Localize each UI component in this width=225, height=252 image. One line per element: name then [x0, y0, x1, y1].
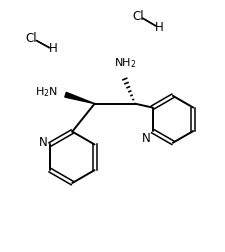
- Text: Cl: Cl: [25, 32, 37, 45]
- Text: N: N: [142, 132, 150, 145]
- Text: Cl: Cl: [133, 10, 144, 23]
- Text: NH$_2$: NH$_2$: [114, 56, 136, 70]
- Text: H: H: [155, 21, 164, 34]
- Text: H$_2$N: H$_2$N: [35, 86, 58, 99]
- Text: H: H: [49, 42, 58, 55]
- Text: N: N: [38, 136, 47, 149]
- Polygon shape: [65, 92, 94, 104]
